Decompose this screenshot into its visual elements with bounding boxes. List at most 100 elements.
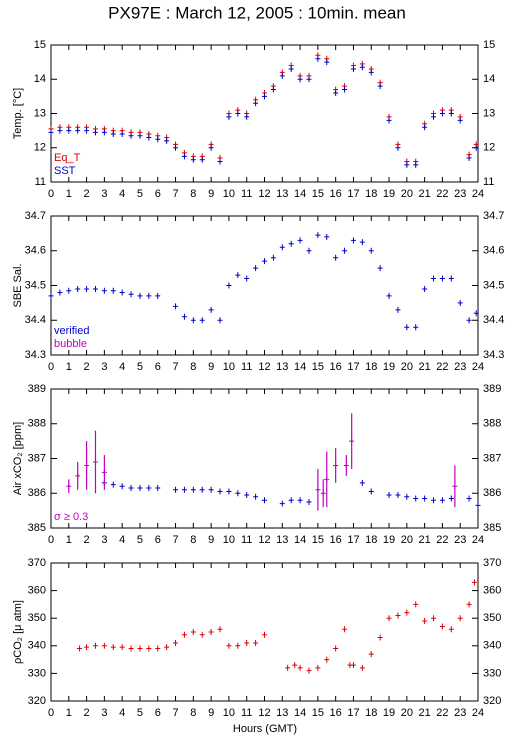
data-point (413, 601, 419, 608)
x-tick-label: 13 (276, 707, 288, 719)
data-point (92, 129, 98, 136)
data-point (155, 292, 161, 299)
data-point (155, 485, 161, 492)
y-tick-label: 34.7 (483, 210, 504, 222)
data-point (155, 136, 161, 143)
data-point (279, 72, 285, 79)
legend-label: Eq_T (54, 152, 81, 164)
data-point (66, 287, 72, 294)
data-point (101, 469, 107, 476)
y-tick-label: 340 (483, 640, 501, 652)
data-point (306, 247, 312, 254)
legend-label: bubble (54, 338, 87, 350)
y-axis-label: ρCO₂ [μ atm] (12, 600, 24, 664)
y-axis-label: Air xCO₂ [ppm] (12, 422, 24, 495)
x-tick-label: 10 (223, 707, 235, 719)
data-point (217, 317, 223, 324)
data-point (235, 642, 241, 649)
x-tick-label: 0 (48, 534, 54, 546)
data-point (262, 631, 267, 638)
data-point (359, 64, 365, 71)
data-point (226, 113, 232, 120)
data-point (422, 617, 428, 624)
data-point (190, 317, 196, 324)
y-tick-label: 34.5 (483, 279, 504, 291)
x-tick-label: 7 (172, 361, 178, 373)
x-tick-label: 20 (401, 707, 413, 719)
data-point (471, 579, 477, 586)
data-point (146, 645, 152, 652)
data-point (457, 117, 463, 124)
x-tick-label: 1 (66, 361, 72, 373)
x-tick-label: 12 (258, 361, 270, 373)
y-tick-label: 388 (483, 418, 501, 430)
data-point (457, 615, 463, 622)
x-tick-label: 0 (48, 707, 54, 719)
y-tick-label: 34.6 (25, 245, 46, 257)
data-point (119, 131, 125, 138)
x-tick-label: 2 (84, 188, 90, 200)
data-point (76, 645, 82, 652)
data-point (422, 124, 428, 131)
x-tick-label: 23 (454, 707, 466, 719)
plot-frame (50, 388, 479, 529)
data-point (288, 497, 294, 504)
y-tick-label: 12 (34, 142, 46, 154)
data-point (244, 275, 250, 282)
data-point (386, 117, 392, 124)
x-tick-label: 16 (330, 534, 342, 546)
x-tick-label: 1 (66, 188, 72, 200)
data-point (66, 127, 72, 134)
y-tick-label: 14 (34, 73, 46, 85)
data-point (333, 89, 339, 96)
data-point (324, 59, 330, 66)
x-tick-label: 20 (401, 188, 413, 200)
data-point (226, 282, 232, 289)
x-tick-label: 19 (383, 188, 395, 200)
data-point (297, 497, 303, 504)
data-point (324, 656, 330, 663)
x-tick-label: 0 (48, 361, 54, 373)
y-tick-label: 13 (483, 107, 495, 119)
data-point (377, 265, 383, 272)
x-tick-label: 7 (172, 534, 178, 546)
data-point (395, 491, 401, 498)
y-tick-label: 386 (483, 487, 501, 499)
x-tick-label: 21 (419, 707, 431, 719)
data-point (217, 158, 223, 165)
legend-label: SST (54, 165, 76, 177)
data-point (208, 629, 214, 635)
x-tick-label: 7 (172, 188, 178, 200)
data-point (84, 644, 90, 651)
data-point (292, 662, 298, 669)
data-point (285, 664, 291, 671)
data-point (315, 232, 321, 239)
x-tick-label: 5 (137, 188, 143, 200)
x-tick-label: 24 (472, 707, 484, 719)
data-point (137, 645, 143, 652)
data-point (350, 65, 356, 72)
data-point (84, 285, 90, 292)
x-tick-label: 3 (101, 361, 107, 373)
x-tick-label: 17 (347, 534, 359, 546)
data-point (110, 131, 116, 138)
y-tick-label: 387 (28, 452, 46, 464)
data-point (199, 156, 205, 163)
data-point (128, 485, 134, 492)
chart-title: PX97E : March 12, 2005 : 10min. mean (108, 3, 406, 22)
plot-frame (50, 215, 479, 356)
data-point (297, 237, 303, 244)
data-point (208, 306, 214, 313)
x-tick-label: 18 (365, 534, 377, 546)
data-point (66, 483, 72, 490)
data-point (146, 134, 152, 141)
data-point (190, 156, 196, 163)
data-point (48, 292, 54, 299)
x-tick-label: 17 (347, 188, 359, 200)
data-point (359, 239, 365, 246)
x-tick-label: 14 (294, 707, 306, 719)
data-point (235, 272, 241, 279)
data-point (235, 490, 241, 497)
data-point (181, 486, 187, 493)
data-point (439, 623, 445, 630)
